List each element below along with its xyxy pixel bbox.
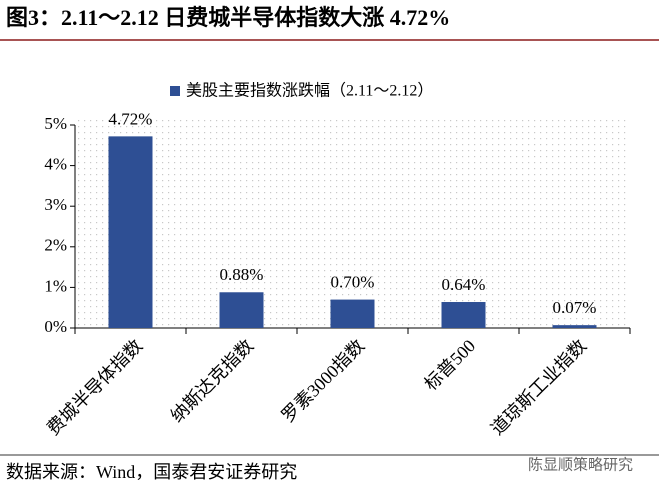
legend-swatch: [170, 86, 180, 96]
y-tick-label: 0%: [44, 317, 67, 336]
chart-title: 图3：2.11～2.12 日费城半导体指数大涨 4.72%: [6, 5, 450, 30]
bar: [552, 325, 597, 328]
bar: [330, 299, 375, 328]
bar: [441, 302, 486, 328]
y-tick-label: 3%: [44, 195, 67, 214]
x-tick-label: 罗素3000指数: [278, 336, 369, 427]
value-label: 0.70%: [331, 272, 375, 291]
x-tick-label: 费城半导体指数: [43, 336, 146, 439]
watermark: 陈显顺策略研究: [528, 455, 633, 473]
value-label: 0.07%: [553, 298, 597, 317]
x-tick-label: 标普500: [421, 336, 480, 395]
y-tick-label: 1%: [44, 276, 67, 295]
x-tick-label: 道琼斯工业指数: [487, 336, 590, 439]
bar: [108, 136, 153, 328]
value-label: 4.72%: [109, 109, 153, 128]
y-tick-label: 2%: [44, 236, 67, 255]
x-tick-label: 纳斯达克指数: [167, 336, 258, 427]
source-note: 数据来源：Wind，国泰君安证券研究: [6, 462, 297, 482]
y-tick-label: 4%: [44, 155, 67, 174]
y-tick-label: 5%: [44, 114, 67, 133]
bar: [219, 292, 264, 328]
value-label: 0.88%: [220, 265, 264, 284]
value-label: 0.64%: [442, 275, 486, 294]
legend-label: 美股主要指数涨跌幅（2.11～2.12）: [186, 82, 433, 100]
plot-background: [75, 120, 630, 328]
